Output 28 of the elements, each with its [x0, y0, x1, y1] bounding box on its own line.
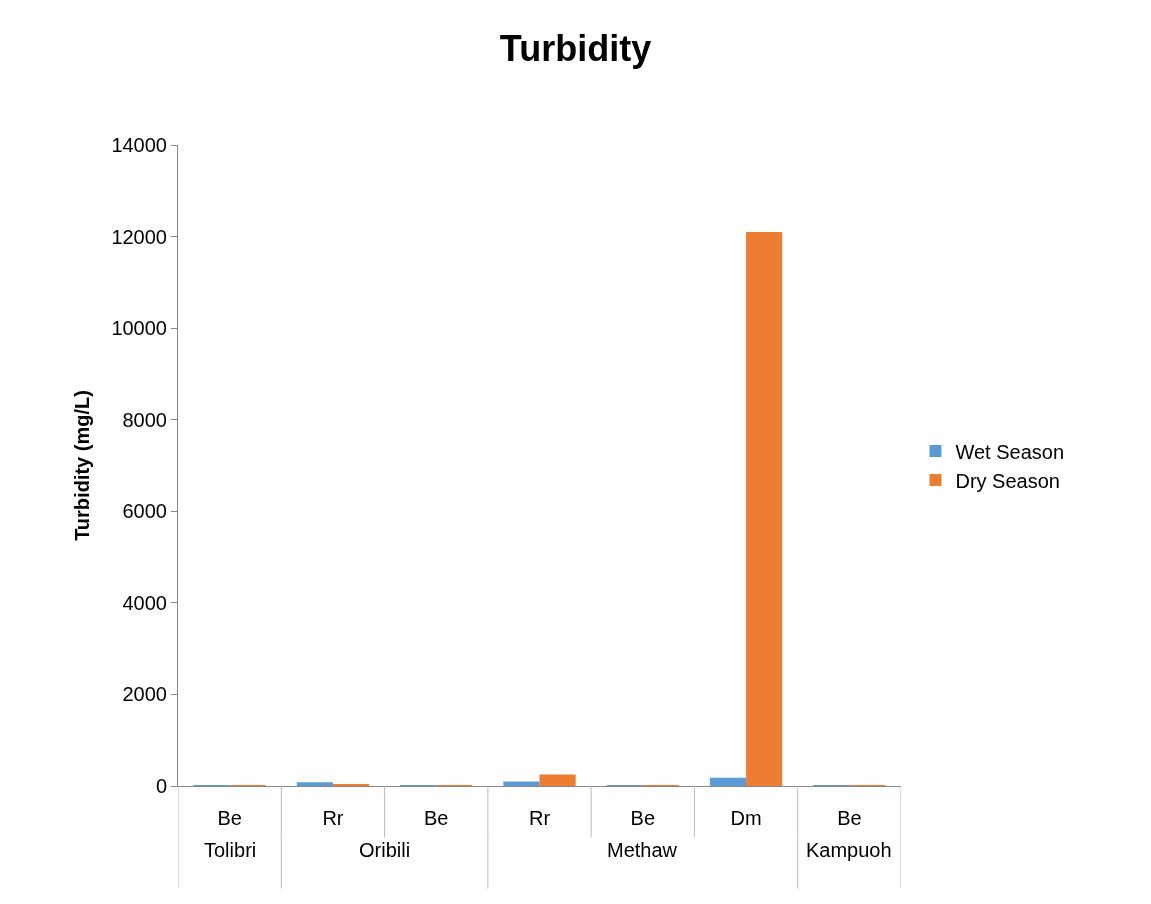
x-tick-label: Be	[423, 807, 449, 829]
bar	[539, 774, 576, 786]
bar	[709, 777, 747, 786]
x-tick-label: Dm	[730, 807, 762, 829]
text: Methaw	[607, 839, 678, 861]
y-tick-label: 6000	[122, 500, 167, 523]
y-tick-label: 12000	[111, 225, 167, 248]
x-tick-label: Be	[837, 807, 862, 829]
y-tick-label: 0	[155, 775, 167, 797]
text: Oribili	[359, 839, 411, 861]
y-axis-title: Turbidity (mg/L)	[70, 390, 93, 541]
x-tick-label: Rr	[322, 807, 344, 829]
y-tick-label: 8000	[122, 408, 167, 431]
text: Tolibri	[204, 839, 257, 861]
chart-title: Turbidity	[499, 28, 652, 70]
bar	[746, 231, 783, 786]
legend-label: Dry Season	[955, 469, 1060, 492]
bar	[503, 781, 540, 786]
x-tick-label: Be	[217, 807, 242, 829]
bar	[296, 782, 333, 786]
y-tick-label: 10000	[111, 317, 167, 340]
text: Kampuoh	[806, 839, 892, 861]
y-tick-label: 4000	[122, 591, 167, 614]
x-tick-label: Rr	[528, 807, 551, 829]
y-tick-label: 14000	[111, 134, 167, 156]
y-tick-label: 2000	[122, 683, 167, 706]
legend-label: Wet Season	[955, 440, 1065, 463]
x-tick-label: Be	[630, 807, 656, 829]
